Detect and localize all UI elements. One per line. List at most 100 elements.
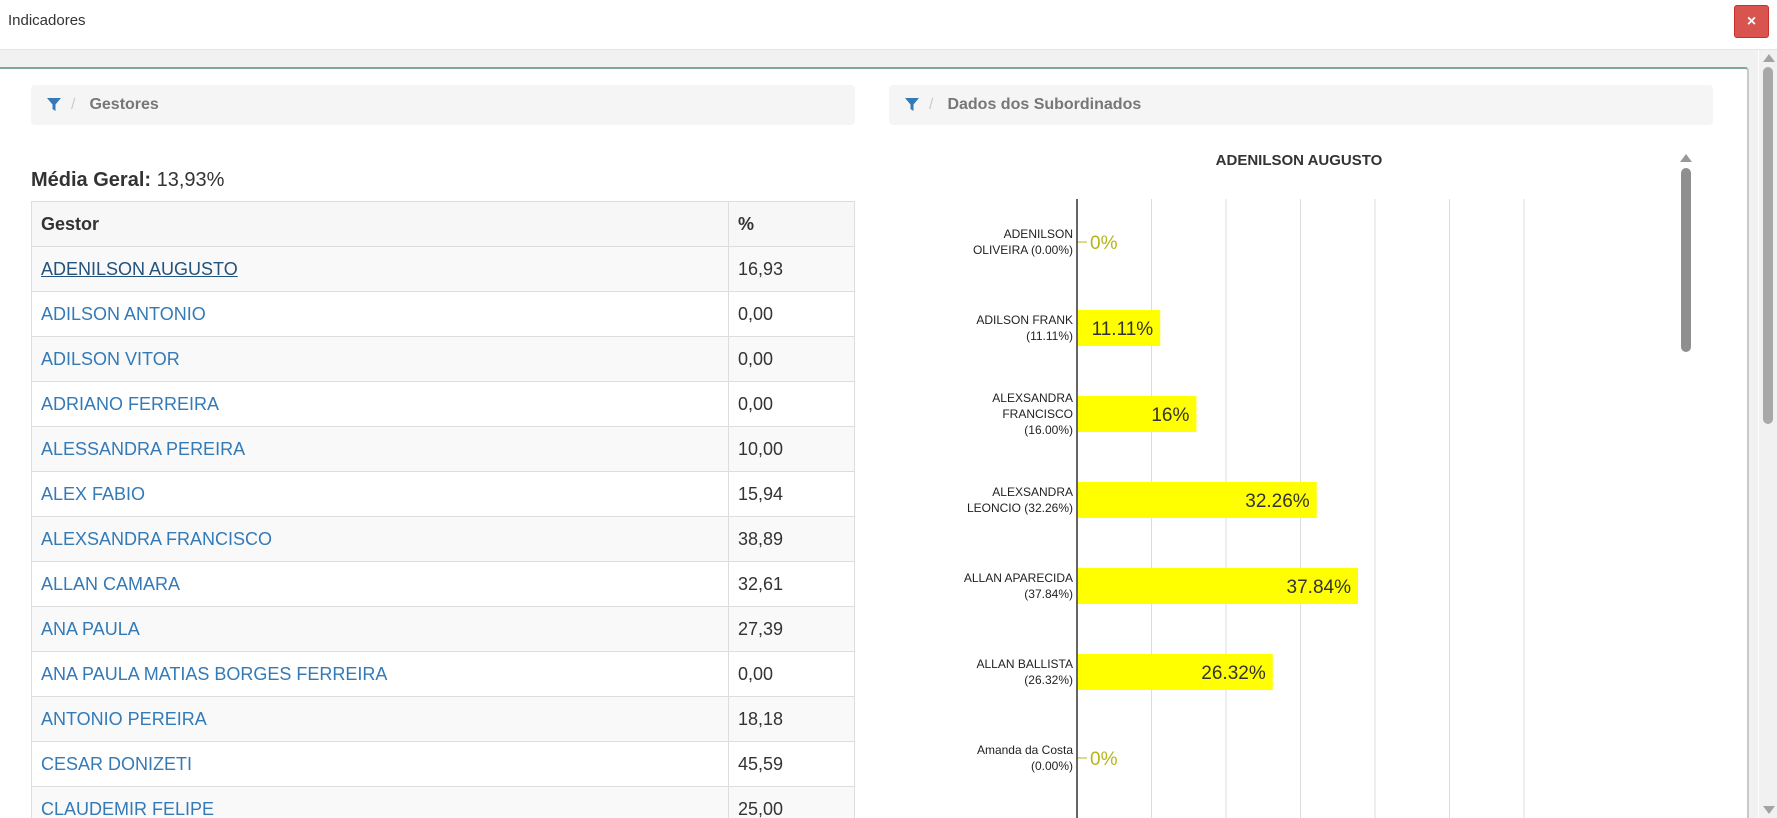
chart-scrollbar[interactable] xyxy=(1678,154,1694,818)
bar-value-label: 0% xyxy=(1090,749,1118,770)
bar[interactable] xyxy=(1078,654,1273,690)
percent-cell: 0,00 xyxy=(728,651,855,697)
subordinados-chart: ADENILSON AUGUSTO 0% ADENILSON OLIVEIRA (0… xyxy=(889,152,1709,818)
breadcrumb-label: Gestores xyxy=(89,96,159,113)
close-button[interactable]: × xyxy=(1734,5,1769,38)
gestor-cell: ADENILSON AUGUSTO xyxy=(31,246,729,292)
table-row[interactable]: ALEX FABIO 15,94 xyxy=(31,471,855,517)
table-row[interactable]: ALLAN CAMARA 32,61 xyxy=(31,561,855,607)
gestor-link[interactable]: ALESSANDRA PEREIRA xyxy=(41,438,246,459)
gestor-link[interactable]: CESAR DONIZETI xyxy=(41,753,193,774)
table-row[interactable]: ANA PAULA MATIAS BORGES FERREIRA 0,00 xyxy=(31,651,855,697)
gestor-link[interactable]: ALEX FABIO xyxy=(41,483,146,504)
gestor-cell: ALESSANDRA PEREIRA xyxy=(31,426,729,472)
filter-icon[interactable] xyxy=(905,98,919,112)
category-label: ALLAN BALLISTA xyxy=(977,657,1074,671)
scroll-up-arrow-icon[interactable] xyxy=(1763,54,1775,62)
category-label: (37.84%) xyxy=(1024,587,1073,601)
category-label: ADENILSON xyxy=(1004,227,1073,241)
table-row[interactable]: ADILSON ANTONIO 0,00 xyxy=(31,291,855,337)
breadcrumb-gestores: / Gestores xyxy=(31,85,855,125)
percent-cell: 27,39 xyxy=(728,606,855,652)
category-label: Amanda da Costa xyxy=(977,743,1073,757)
gestor-link[interactable]: ADENILSON AUGUSTO xyxy=(41,258,238,279)
table-row[interactable]: ANTONIO PEREIRA 18,18 xyxy=(31,696,855,742)
percent-cell: 45,59 xyxy=(728,741,855,787)
gestor-cell: ANTONIO PEREIRA xyxy=(31,696,729,742)
column-header-gestor[interactable]: Gestor xyxy=(31,201,729,247)
table-row[interactable]: ADRIANO FERREIRA 0,00 xyxy=(31,381,855,427)
gestor-cell: ALLAN CAMARA xyxy=(31,561,729,607)
indicadores-panel: / Gestores / Dados dos Subordinados Médi… xyxy=(0,67,1749,818)
chart-title: ADENILSON AUGUSTO xyxy=(1215,152,1383,169)
breadcrumb-separator: / xyxy=(929,96,934,113)
bar[interactable] xyxy=(1078,482,1317,518)
gestor-link[interactable]: ALLAN CAMARA xyxy=(41,573,181,594)
media-geral: Média Geral: 13,93% xyxy=(31,169,224,192)
bar-chart-svg: 0% ADENILSON OLIVEIRA (0.00%) 11.11% ADILSON… xyxy=(964,199,1525,818)
bar[interactable] xyxy=(1078,568,1358,604)
window-title: Indicadores xyxy=(8,12,86,29)
bar[interactable] xyxy=(1078,310,1161,346)
category-label: (11.11%) xyxy=(1026,329,1073,343)
category-label: ALEXSANDRA xyxy=(992,391,1073,405)
category-label: OLIVEIRA (0.00%) xyxy=(973,243,1073,257)
category-label: (16.00%) xyxy=(1024,423,1073,437)
gestor-link[interactable]: ANA PAULA xyxy=(41,618,140,639)
bar-value-label: 37.84% xyxy=(1287,577,1352,598)
gestor-link[interactable]: ADRIANO FERREIRA xyxy=(41,393,220,414)
table-row[interactable]: CLAUDEMIR FELIPE 25,00 xyxy=(31,786,855,818)
content-area: / Gestores / Dados dos Subordinados Médi… xyxy=(0,50,1758,818)
bar-value-label: 26.32% xyxy=(1201,663,1266,684)
table-row[interactable]: ALEXSANDRA FRANCISCO 38,89 xyxy=(31,516,855,562)
gestor-cell: CESAR DONIZETI xyxy=(31,741,729,787)
scroll-up-arrow-icon[interactable] xyxy=(1680,154,1692,162)
percent-cell: 0,00 xyxy=(728,291,855,337)
percent-cell: 10,00 xyxy=(728,426,855,472)
breadcrumb-separator: / xyxy=(71,96,76,113)
gestor-cell: ANA PAULA MATIAS BORGES FERREIRA xyxy=(31,651,729,697)
scroll-thumb[interactable] xyxy=(1681,168,1691,352)
percent-cell: 15,94 xyxy=(728,471,855,517)
breadcrumb-subordinados: / Dados dos Subordinados xyxy=(889,85,1713,125)
scroll-thumb[interactable] xyxy=(1763,67,1773,424)
category-label: FRANCISCO xyxy=(1002,407,1073,421)
percent-cell: 38,89 xyxy=(728,516,855,562)
bar[interactable] xyxy=(1078,396,1197,432)
category-label: ADILSON FRANK xyxy=(976,313,1073,327)
table-row[interactable]: ANA PAULA 27,39 xyxy=(31,606,855,652)
bar-value-label: 11.11% xyxy=(1092,319,1154,340)
scroll-down-arrow-icon[interactable] xyxy=(1763,806,1775,814)
gestor-link[interactable]: ALEXSANDRA FRANCISCO xyxy=(41,528,273,549)
gestor-cell: CLAUDEMIR FELIPE xyxy=(31,786,729,818)
gestor-link[interactable]: ADILSON VITOR xyxy=(41,348,180,369)
gestor-cell: ALEX FABIO xyxy=(31,471,729,517)
gestor-cell: ADILSON VITOR xyxy=(31,336,729,382)
table-row[interactable]: ALESSANDRA PEREIRA 10,00 xyxy=(31,426,855,472)
percent-cell: 16,93 xyxy=(728,246,855,292)
column-header-percent[interactable]: % xyxy=(728,201,855,247)
table-row[interactable]: CESAR DONIZETI 45,59 xyxy=(31,741,855,787)
breadcrumb-label: Dados dos Subordinados xyxy=(947,96,1142,113)
percent-cell: 0,00 xyxy=(728,381,855,427)
gestor-link[interactable]: ADILSON ANTONIO xyxy=(41,303,206,324)
bar-value-label: 32.26% xyxy=(1245,491,1310,512)
media-geral-value: 13,93% xyxy=(156,169,225,191)
table-row[interactable]: ADENILSON AUGUSTO 16,93 xyxy=(31,246,855,292)
media-geral-label: Média Geral: xyxy=(31,169,152,191)
percent-cell: 18,18 xyxy=(728,696,855,742)
gestor-cell: ALEXSANDRA FRANCISCO xyxy=(31,516,729,562)
gestor-link[interactable]: CLAUDEMIR FELIPE xyxy=(41,798,215,818)
gestor-cell: ANA PAULA xyxy=(31,606,729,652)
percent-cell: 0,00 xyxy=(728,336,855,382)
gestor-link[interactable]: ANA PAULA MATIAS BORGES FERREIRA xyxy=(41,663,388,684)
window-titlebar: Indicadores × xyxy=(0,0,1777,50)
table-row[interactable]: ADILSON VITOR 0,00 xyxy=(31,336,855,382)
filter-icon[interactable] xyxy=(47,98,61,112)
bar-value-label: 0% xyxy=(1090,233,1118,254)
category-label: (26.32%) xyxy=(1024,673,1073,687)
gestor-cell: ADILSON ANTONIO xyxy=(31,291,729,337)
page-scrollbar[interactable] xyxy=(1759,50,1777,818)
category-label: ALEXSANDRA xyxy=(992,485,1073,499)
gestor-link[interactable]: ANTONIO PEREIRA xyxy=(41,708,207,729)
